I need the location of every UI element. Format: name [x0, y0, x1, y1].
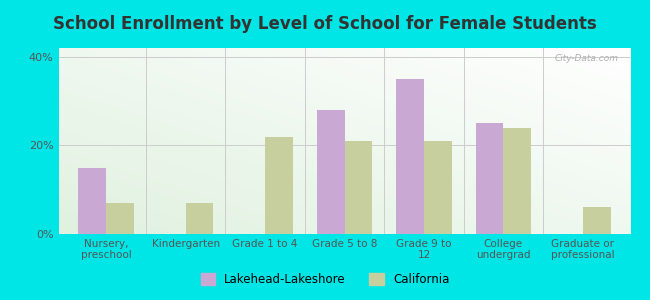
- Bar: [265, 136, 293, 234]
- Bar: [503, 128, 531, 234]
- Bar: [476, 123, 503, 234]
- Bar: [344, 141, 372, 234]
- Bar: [106, 203, 134, 234]
- Bar: [396, 79, 424, 234]
- Legend: Lakehead-Lakeshore, California: Lakehead-Lakeshore, California: [196, 268, 454, 291]
- Bar: [186, 203, 213, 234]
- Bar: [424, 141, 452, 234]
- Bar: [583, 207, 610, 234]
- Bar: [79, 168, 106, 234]
- Text: School Enrollment by Level of School for Female Students: School Enrollment by Level of School for…: [53, 15, 597, 33]
- Bar: [317, 110, 345, 234]
- Text: City-Data.com: City-Data.com: [555, 54, 619, 63]
